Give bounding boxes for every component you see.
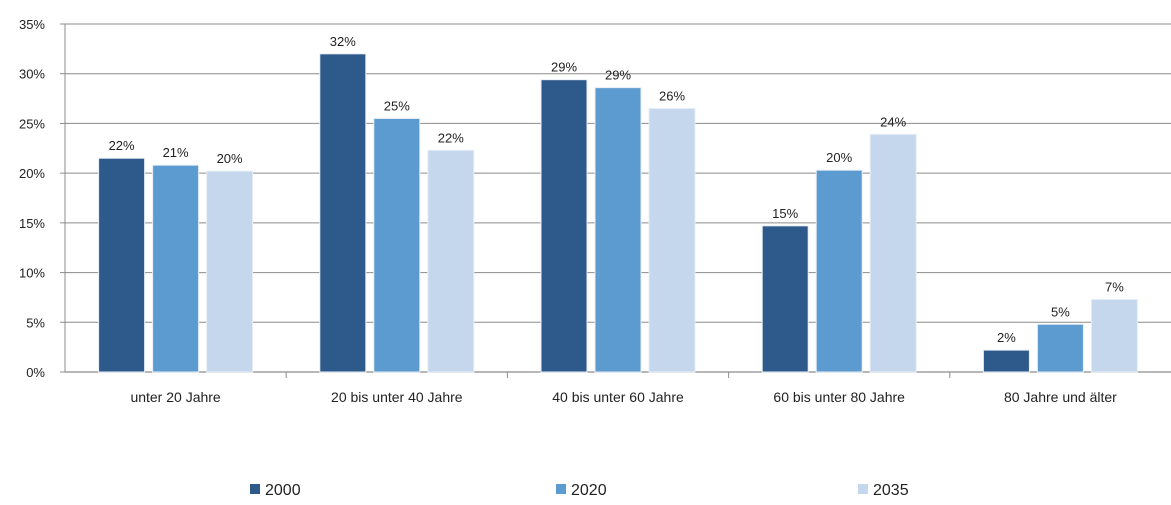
y-tick-label: 20% <box>19 166 45 181</box>
legend: 2000 2020 2035 <box>250 482 909 499</box>
data-label: 29% <box>551 60 577 75</box>
y-tick-label: 10% <box>19 266 45 281</box>
bar-2035 <box>206 170 254 373</box>
category-label: 20 bis unter 40 Jahre <box>331 389 463 405</box>
legend-label-2000: 2000 <box>265 482 301 499</box>
data-label: 5% <box>1051 304 1070 319</box>
y-tick-label: 5% <box>26 315 45 330</box>
label-layer: 22% 21% 20% unter 20 Jahre 32% 25% 22% 20 bis u… <box>109 34 1125 405</box>
legend-swatch-2035 <box>858 484 868 494</box>
data-label: 25% <box>384 98 410 113</box>
bar-2035 <box>427 149 475 373</box>
data-label: 2% <box>997 330 1016 345</box>
bar-2035 <box>869 133 917 373</box>
category-label: 40 bis unter 60 Jahre <box>552 389 684 405</box>
bar-2020 <box>152 164 200 373</box>
data-label: 15% <box>772 206 798 221</box>
legend-label-2035: 2035 <box>873 482 909 499</box>
bar-2020 <box>815 169 863 373</box>
y-tick-label: 15% <box>19 216 45 231</box>
bar-2000 <box>761 225 809 373</box>
y-tick-label: 35% <box>19 17 45 32</box>
category-label: 80 Jahre und älter <box>1004 389 1117 405</box>
bar-2000 <box>319 53 367 373</box>
category-label: unter 20 Jahre <box>130 389 220 405</box>
bar-2020 <box>594 87 642 373</box>
data-label: 20% <box>826 150 852 165</box>
data-label: 7% <box>1105 279 1124 294</box>
data-label: 24% <box>880 114 906 129</box>
bar-2035 <box>1090 298 1138 373</box>
data-label: 26% <box>659 89 685 104</box>
y-tick-label: 0% <box>26 365 45 380</box>
bar-2000 <box>540 79 588 373</box>
data-label: 21% <box>163 145 189 160</box>
data-label: 22% <box>438 130 464 145</box>
y-tick-label: 25% <box>19 116 45 131</box>
category-label: 60 bis unter 80 Jahre <box>773 389 905 405</box>
data-label: 22% <box>109 138 135 153</box>
data-label: 32% <box>330 34 356 49</box>
bar-2035 <box>648 108 696 373</box>
bar-layer <box>98 53 1138 373</box>
bar-2020 <box>373 117 421 373</box>
legend-swatch-2020 <box>556 484 566 494</box>
data-label: 29% <box>605 68 631 83</box>
legend-label-2020: 2020 <box>571 482 607 499</box>
data-label: 20% <box>217 151 243 166</box>
legend-swatch-2000 <box>250 484 260 494</box>
y-tick-label: 30% <box>19 67 45 82</box>
bar-2000 <box>982 349 1030 373</box>
bar-2000 <box>98 157 146 373</box>
bar-2020 <box>1036 323 1084 373</box>
